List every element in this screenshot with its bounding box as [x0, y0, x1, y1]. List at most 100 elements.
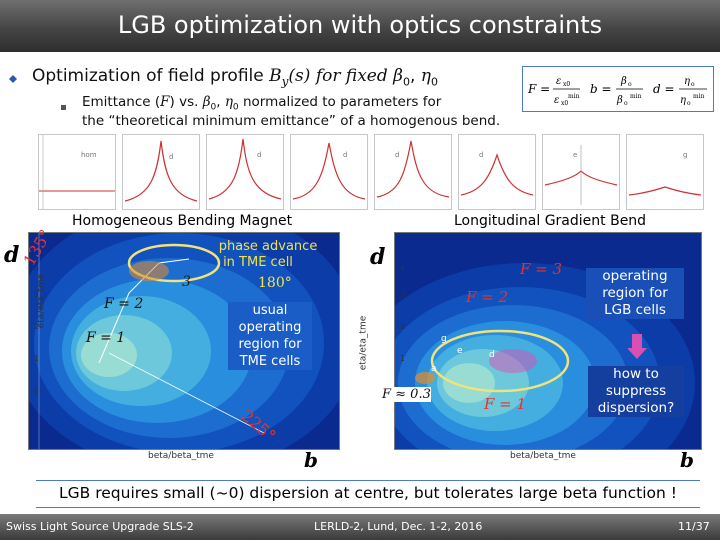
conclusion-box: [36, 480, 700, 508]
subbullet-marker: [60, 97, 68, 116]
mini-label-1: hom: [81, 151, 97, 159]
left-b-label: b: [304, 448, 318, 472]
left-plot-heading: Homogeneous Bending Magnet: [72, 213, 293, 229]
bullet-math-s: (s) for fixed: [288, 66, 394, 86]
mini-panel-4: d: [290, 134, 368, 210]
left-ylabel: eta/eta_tme: [36, 273, 47, 329]
conclusion-text: LGB requires small (~0) dispersion at ce…: [59, 484, 677, 502]
right-ytick-3: 3: [400, 290, 405, 299]
left-orange-region: [129, 261, 169, 281]
usual-line-1: usual: [252, 303, 288, 318]
formula-f-den: ε: [554, 95, 559, 106]
how-line-3: dispersion?: [597, 400, 675, 416]
left-d-label: d: [4, 242, 20, 268]
formula-svg: F = ε x0 ε x0 min b = β o β o min d = η …: [527, 76, 707, 107]
formula-f-den-sub: x0: [561, 100, 568, 107]
formula-b-num: β: [620, 76, 627, 87]
bullet-text: Optimization of field profile: [32, 66, 270, 86]
usual-line-2: operating: [238, 320, 302, 335]
formula-f-lhs: F =: [527, 82, 550, 96]
sub-text-f: F: [160, 94, 170, 110]
right-b-label: b: [680, 448, 694, 472]
mini-panel-5: d: [374, 134, 452, 210]
mini-label-3: d: [257, 151, 261, 159]
left-ytick-1: 1: [34, 354, 39, 363]
mini-label-7: e: [573, 151, 577, 159]
footer-page: 11/37: [678, 520, 710, 533]
phase-note-2: in TME cell: [223, 255, 293, 270]
formula-box: F = ε x0 ε x0 min b = β o β o min d = η …: [522, 66, 714, 112]
mini-panel-7: e: [542, 134, 620, 210]
left-xlabel: beta/beta_tme: [148, 451, 214, 461]
formula-f-den-sup: min: [568, 93, 580, 100]
formula-b-lhs: b =: [590, 82, 612, 96]
mini-panel-6: d: [458, 134, 536, 210]
bullet-main: Optimization of field profile By(s) for …: [32, 66, 438, 88]
formula-b-den: β: [616, 95, 623, 106]
right-mark-e: e: [457, 346, 463, 356]
usual-line-3: region for: [238, 337, 302, 352]
right-mark-g: g: [441, 334, 447, 344]
right-yellow-region: [430, 329, 570, 393]
sub-text-comma: ,: [216, 94, 225, 110]
bullet-marker: [8, 70, 18, 90]
formula-b-num-sub: o: [628, 81, 632, 88]
footer-bar: [0, 514, 720, 540]
formula-d-den: η: [680, 95, 686, 106]
subbullet-line1: Emittance (F) vs. β0, η0 normalized to p…: [82, 93, 522, 117]
suppress-dispersion-note: how to suppress dispersion?: [588, 366, 684, 417]
bullet-math-beta: β: [393, 66, 403, 86]
operating-region-note: operating region for LGB cells: [586, 268, 684, 319]
mini-panel-1: hom: [38, 134, 116, 210]
mini-label-6: d: [479, 151, 483, 159]
pink-arrow-icon: [627, 334, 647, 359]
subbullet-line2: the “theoretical minimum emittance” of a…: [82, 113, 501, 129]
right-ytick-1: 1: [400, 354, 405, 363]
phase-note-1: phase advance: [218, 239, 318, 254]
sub-text-a: Emittance (: [82, 94, 161, 110]
bullet-sub-0b: 0: [430, 75, 438, 89]
left-f3-label: 3: [182, 274, 191, 290]
bullet-comma: ,: [409, 66, 421, 86]
slide-title: LGB optimization with optics constraints: [117, 11, 603, 39]
right-mark-d: d: [489, 350, 495, 360]
right-plot-heading: Longitudinal Gradient Bend: [454, 213, 647, 229]
formula-b-den-sub: o: [624, 100, 628, 107]
sub-text-0b: 0: [232, 102, 239, 113]
right-f1-label: F = 1: [484, 395, 527, 413]
right-f2-label: F = 2: [466, 288, 509, 306]
formula-f-num-sub: x0: [563, 81, 570, 88]
left-yellow-region: [127, 243, 221, 283]
bullet-math-y: y: [281, 74, 289, 89]
right-f3-label: F = 3: [520, 260, 563, 278]
bullet-math-b: B: [269, 66, 282, 86]
formula-d-den-sub: o: [687, 100, 691, 107]
formula-f-num: ε: [556, 76, 561, 87]
sub-text-beta: β: [202, 94, 211, 110]
mini-panel-3: d: [206, 134, 284, 210]
how-line-2: suppress: [605, 383, 667, 399]
sub-text-h: normalized to parameters for: [238, 94, 442, 110]
right-pink-region: [489, 349, 537, 373]
right-xlabel: beta/beta_tme: [510, 451, 576, 461]
right-ytick-4: 4: [400, 264, 405, 273]
mini-label-5: d: [395, 151, 399, 159]
formula-d-num-sub: o: [691, 81, 695, 88]
right-f03-label: F ≈ 0.3: [382, 387, 431, 402]
op-line-1: operating: [602, 268, 668, 284]
left-ytick-2: 2: [34, 322, 39, 331]
sub-text-0a: 0: [210, 102, 217, 113]
mini-panel-8: g: [626, 134, 704, 210]
left-ytick-3: 3: [34, 290, 39, 299]
op-line-2: region for: [602, 285, 668, 301]
bullet-math-eta: η: [420, 66, 431, 86]
footer-center: LERLD-2, Lund, Dec. 1-2, 2016: [314, 520, 483, 533]
left-f1-label: F = 1: [86, 330, 126, 346]
usual-line-4: TME cells: [239, 354, 301, 369]
sub-text-eta: η: [224, 94, 233, 110]
left-ytick-0: 0: [34, 386, 39, 395]
bullet-sub-0a: 0: [402, 75, 410, 89]
right-mark-a: a: [431, 364, 437, 374]
mini-panel-2: d: [122, 134, 200, 210]
footer-left: Swiss Light Source Upgrade SLS-2: [6, 520, 194, 533]
